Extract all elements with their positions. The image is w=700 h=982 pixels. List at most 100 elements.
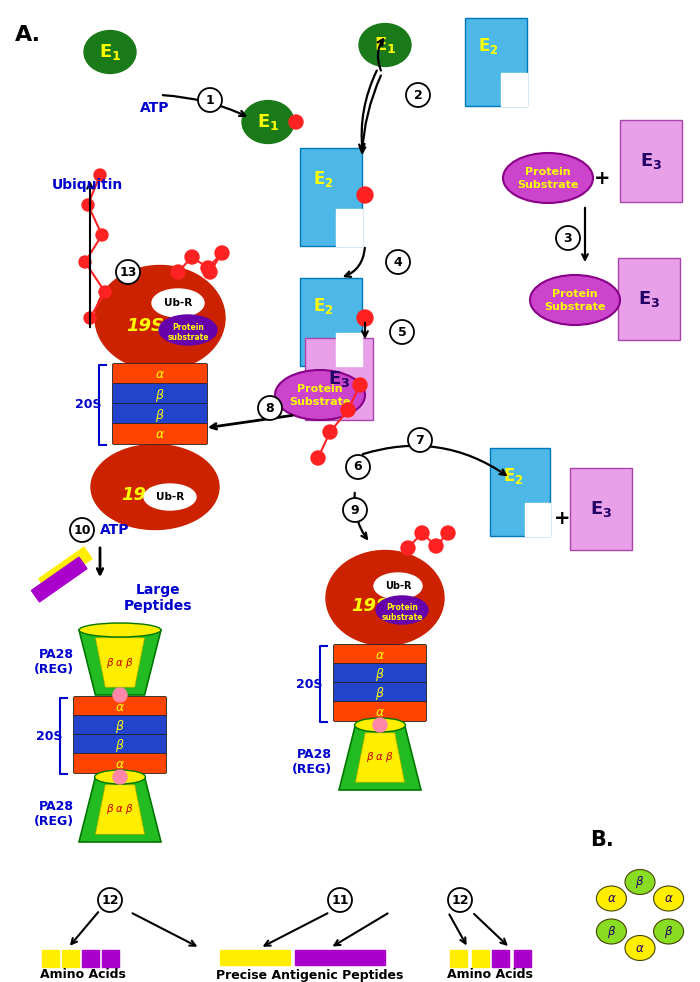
Text: 2: 2 — [414, 88, 422, 101]
Text: B.: B. — [590, 830, 614, 850]
Text: 4: 4 — [393, 255, 402, 268]
Circle shape — [441, 526, 455, 540]
Text: Ub-R: Ub-R — [156, 492, 184, 502]
FancyBboxPatch shape — [113, 404, 207, 424]
Circle shape — [98, 888, 122, 912]
Circle shape — [406, 83, 430, 107]
Circle shape — [201, 261, 215, 275]
Circle shape — [353, 378, 367, 392]
Bar — [62, 950, 79, 967]
Polygon shape — [95, 637, 145, 687]
Text: 9: 9 — [351, 504, 359, 517]
Text: Large
Peptides: Large Peptides — [124, 583, 192, 613]
Text: $\alpha$: $\alpha$ — [115, 758, 125, 771]
Ellipse shape — [91, 445, 219, 529]
Text: PA28: PA28 — [39, 648, 74, 662]
Ellipse shape — [654, 886, 684, 911]
Text: Ub-R: Ub-R — [385, 581, 412, 591]
Circle shape — [357, 187, 373, 203]
Ellipse shape — [144, 484, 196, 510]
Text: 7: 7 — [416, 433, 424, 447]
FancyBboxPatch shape — [113, 384, 207, 405]
Circle shape — [328, 888, 352, 912]
FancyBboxPatch shape — [74, 753, 167, 774]
FancyBboxPatch shape — [113, 423, 207, 445]
Ellipse shape — [79, 623, 161, 637]
Bar — [501, 73, 527, 106]
Text: $\alpha$: $\alpha$ — [664, 892, 673, 905]
Ellipse shape — [242, 100, 294, 143]
Text: Protein: Protein — [525, 167, 570, 177]
Circle shape — [448, 888, 472, 912]
Text: Protein: Protein — [386, 604, 418, 613]
Circle shape — [113, 688, 127, 702]
Text: $\mathbf{E_1}$: $\mathbf{E_1}$ — [374, 35, 396, 55]
Text: $\beta$: $\beta$ — [664, 923, 673, 940]
Text: 20S: 20S — [295, 678, 322, 690]
Text: $\mathbf{E_3}$: $\mathbf{E_3}$ — [640, 151, 662, 171]
Text: 20S: 20S — [36, 730, 62, 742]
Ellipse shape — [94, 770, 146, 784]
Ellipse shape — [275, 370, 365, 420]
Text: 5: 5 — [398, 325, 407, 339]
FancyBboxPatch shape — [333, 701, 426, 722]
FancyBboxPatch shape — [74, 716, 167, 736]
Text: substrate: substrate — [382, 614, 423, 623]
Polygon shape — [79, 777, 161, 842]
Polygon shape — [356, 733, 405, 783]
Text: Amino Acids: Amino Acids — [40, 968, 126, 981]
Ellipse shape — [359, 24, 411, 67]
Bar — [450, 950, 467, 967]
Circle shape — [185, 250, 199, 264]
Circle shape — [99, 286, 111, 298]
Circle shape — [415, 526, 429, 540]
Text: $\beta$: $\beta$ — [636, 874, 645, 890]
Text: 13: 13 — [119, 265, 136, 279]
Text: $\mathbf{E_2}$: $\mathbf{E_2}$ — [478, 36, 499, 56]
Text: +: + — [554, 509, 570, 527]
Circle shape — [79, 256, 91, 268]
Text: $\beta$: $\beta$ — [116, 718, 125, 735]
Circle shape — [323, 425, 337, 439]
Text: $\beta$: $\beta$ — [116, 737, 125, 754]
Text: $\mathbf{E_2}$: $\mathbf{E_2}$ — [314, 169, 334, 190]
Text: Precise Antigenic Peptides: Precise Antigenic Peptides — [216, 968, 404, 981]
Text: Substrate: Substrate — [517, 180, 579, 190]
Ellipse shape — [596, 919, 626, 944]
Circle shape — [94, 169, 106, 181]
Ellipse shape — [625, 869, 655, 895]
Text: 11: 11 — [331, 894, 349, 906]
Circle shape — [401, 541, 415, 555]
Ellipse shape — [159, 315, 217, 345]
Text: $\beta\;\alpha\;\beta$: $\beta\;\alpha\;\beta$ — [106, 656, 134, 670]
Circle shape — [84, 312, 96, 324]
Bar — [42, 950, 59, 967]
Circle shape — [82, 199, 94, 211]
Circle shape — [203, 265, 217, 279]
Ellipse shape — [355, 718, 405, 732]
Text: $\alpha$: $\alpha$ — [115, 701, 125, 714]
Text: $\beta\;\alpha\;\beta$: $\beta\;\alpha\;\beta$ — [366, 750, 393, 765]
Text: $\alpha$: $\alpha$ — [635, 942, 645, 955]
Bar — [305, 338, 373, 420]
Bar — [300, 148, 362, 246]
Circle shape — [341, 403, 355, 417]
Text: $\alpha$: $\alpha$ — [375, 649, 385, 662]
Text: Ub-R: Ub-R — [164, 298, 192, 308]
Text: (REG): (REG) — [34, 814, 74, 828]
FancyBboxPatch shape — [333, 664, 426, 683]
Text: Protein: Protein — [298, 384, 343, 394]
Ellipse shape — [654, 919, 684, 944]
FancyBboxPatch shape — [113, 363, 207, 385]
Text: 10: 10 — [74, 523, 91, 536]
Text: $\beta$: $\beta$ — [155, 387, 164, 404]
Text: Ubiquitin: Ubiquitin — [52, 178, 123, 192]
Polygon shape — [79, 630, 161, 695]
Bar — [32, 557, 87, 602]
Text: $\beta$: $\beta$ — [375, 685, 385, 702]
Circle shape — [70, 518, 94, 542]
FancyBboxPatch shape — [74, 735, 167, 754]
Circle shape — [96, 229, 108, 241]
Text: Substrate: Substrate — [289, 397, 351, 407]
Circle shape — [171, 265, 185, 279]
